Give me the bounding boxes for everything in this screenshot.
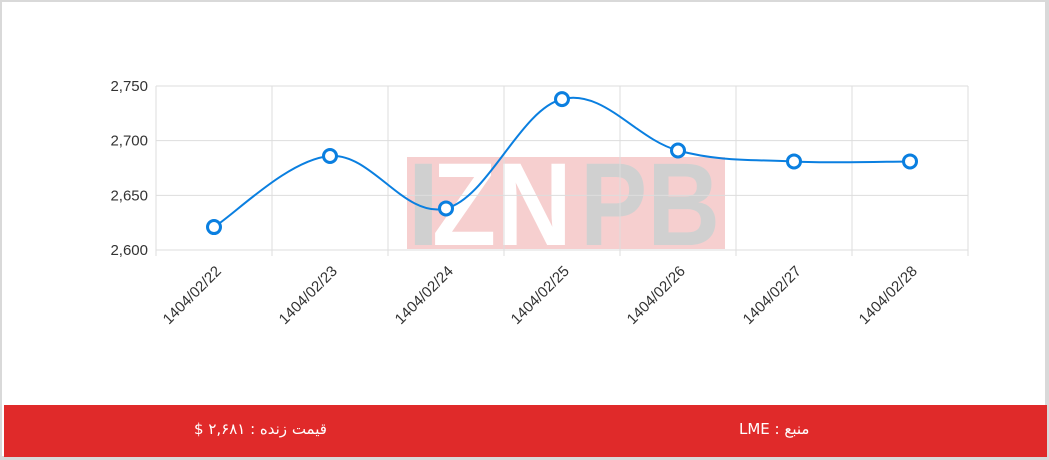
y-tick-label: 2,650 [110,187,148,204]
y-tick-label: 2,750 [110,78,148,95]
live-price: قیمت زنده : ۲,۶۸۱ $ [194,420,327,438]
x-tick-label: 1404/02/23 [276,263,341,328]
svg-text:PB: PB [580,139,720,271]
data-point [554,91,570,108]
x-tick-label: 1404/02/28 [856,263,921,328]
data-point [322,147,338,164]
x-tick-label: 1404/02/22 [160,263,225,328]
y-tick-label: 2,700 [110,133,148,150]
x-tick-label: 1404/02/25 [508,263,573,328]
data-point [786,153,802,170]
x-tick-label: 1404/02/24 [392,263,457,328]
data-point [206,219,222,236]
data-point [902,153,918,170]
data-point [670,142,686,159]
svg-text:I: I [407,139,440,271]
footer-bar: قیمت زنده : ۲,۶۸۱ $ منبع : LME [4,405,1047,457]
x-tick-label: 1404/02/26 [624,263,689,328]
source-label: منبع : LME [739,420,810,438]
y-tick-label: 2,600 [110,242,148,259]
price-chart: I ZN PB 2,600 2,650 2,700 2,750 1404/02/22 1… [110,78,969,328]
x-tick-label: 1404/02/27 [740,263,805,328]
data-point [438,200,454,217]
watermark-logo: I ZN PB [407,139,725,271]
